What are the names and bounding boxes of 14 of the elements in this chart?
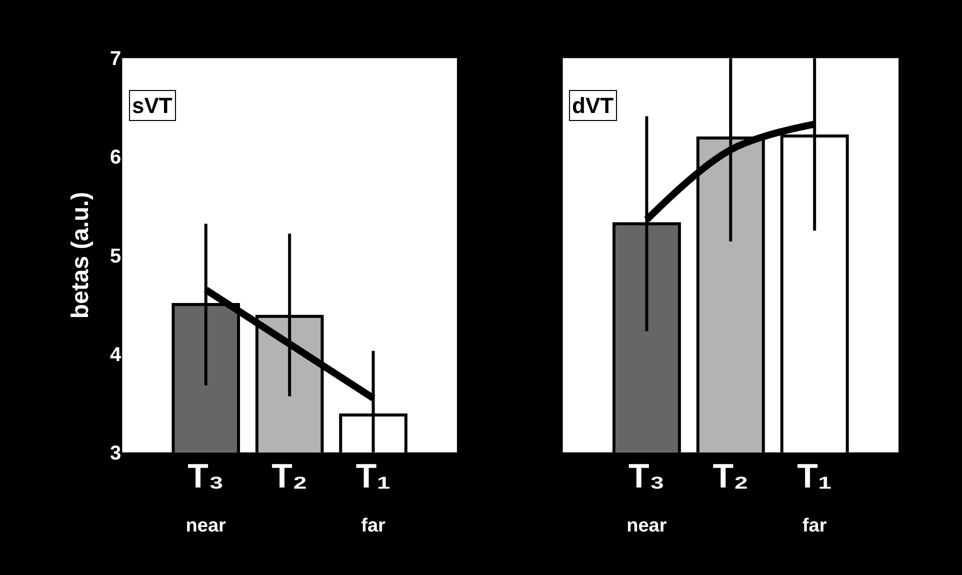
x-tick-label: T₂ <box>272 457 308 496</box>
text: sVT <box>132 93 173 118</box>
y-tick-label: 5 <box>110 245 122 268</box>
x-tick-label: T₂ <box>712 457 749 496</box>
y-axis-title: betas (a.u.) <box>67 192 94 319</box>
x-tick-label: T₁ far <box>797 457 832 537</box>
y-tick-label: 3 <box>110 442 122 464</box>
y-tick-label: 4 <box>110 344 122 366</box>
y-tick-label: 7 <box>110 48 122 70</box>
x-tick-label: T₃ near <box>626 457 668 537</box>
text: dVT <box>572 93 614 118</box>
y-tick-label: 6 <box>110 146 122 169</box>
x-tick-label: T₁ far <box>356 457 391 537</box>
x-tick-label: T₃ near <box>186 457 227 537</box>
